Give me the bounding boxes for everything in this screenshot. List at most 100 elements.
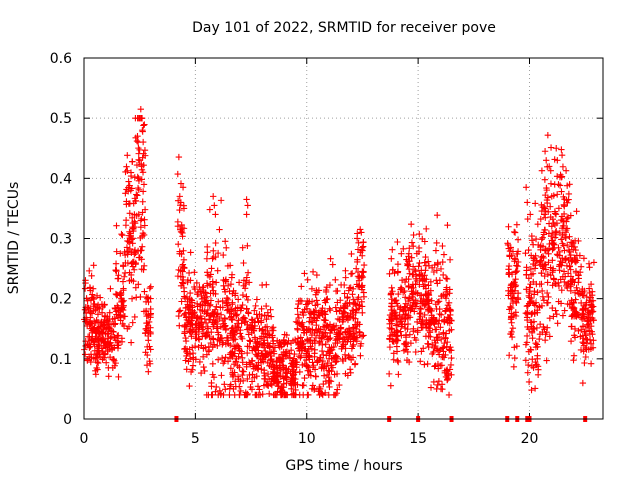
- data-point: [568, 313, 575, 320]
- data-point: [395, 358, 402, 366]
- data-point: [96, 329, 103, 336]
- data-point: [547, 180, 555, 187]
- data-point: [359, 268, 366, 275]
- data-point: [181, 295, 189, 302]
- data-point: [348, 250, 355, 258]
- data-point: [189, 362, 197, 369]
- data-point: [448, 326, 455, 333]
- data-point: [527, 346, 535, 354]
- data-point: [530, 300, 538, 307]
- data-point: [244, 202, 251, 209]
- data-point: [419, 316, 426, 324]
- data-point: [435, 320, 442, 327]
- data-point: [189, 366, 196, 373]
- data-point: [390, 307, 398, 315]
- data-point: [125, 238, 132, 245]
- data-point: [239, 359, 246, 366]
- data-point: [349, 342, 356, 350]
- data-point: [354, 321, 361, 328]
- data-point: [143, 361, 151, 369]
- data-point: [570, 304, 578, 311]
- data-point: [571, 237, 579, 244]
- data-point: [120, 287, 127, 294]
- data-point: [388, 289, 395, 297]
- data-point: [115, 332, 122, 339]
- data-point: [183, 366, 190, 373]
- data-point: [182, 357, 189, 364]
- data-point: [131, 251, 138, 258]
- data-point: [580, 292, 587, 299]
- data-point: [389, 315, 396, 322]
- data-point: [260, 337, 268, 344]
- data-point: [442, 307, 449, 314]
- data-point: [147, 330, 154, 338]
- data-point: [115, 307, 122, 314]
- data-point: [528, 237, 536, 244]
- data-point: [239, 244, 246, 251]
- data-point: [416, 281, 423, 288]
- data-point: [566, 301, 574, 308]
- data-point: [178, 250, 185, 258]
- data-point: [561, 195, 568, 203]
- data-point: [331, 371, 338, 378]
- data-point: [530, 278, 537, 286]
- data-point: [558, 174, 565, 181]
- data-point: [420, 345, 427, 352]
- data-point: [391, 269, 398, 277]
- data-point: [513, 250, 521, 258]
- data-point: [427, 333, 434, 341]
- data-point: [270, 327, 277, 334]
- data-point: [352, 301, 360, 308]
- data-point: [531, 385, 539, 392]
- data-point: [337, 324, 345, 331]
- data-point: [178, 221, 185, 229]
- data-point: [549, 267, 556, 274]
- data-point: [582, 332, 589, 339]
- data-point: [417, 358, 424, 365]
- data-point: [140, 122, 147, 129]
- data-point: [441, 339, 448, 347]
- data-point: [143, 312, 150, 320]
- data-point: [526, 294, 533, 301]
- data-point: [189, 350, 197, 357]
- data-point: [422, 301, 429, 308]
- data-point: [325, 336, 332, 343]
- data-point: [565, 190, 573, 198]
- data-point: [287, 346, 295, 354]
- data-point: [246, 371, 253, 379]
- data-point: [575, 279, 582, 286]
- data-point: [299, 309, 307, 317]
- data-point: [359, 243, 367, 250]
- data-point: [248, 378, 256, 385]
- data-point: [543, 289, 551, 297]
- data-point: [261, 354, 269, 361]
- data-point: [349, 291, 356, 298]
- data-point: [123, 186, 130, 193]
- data-point: [394, 238, 401, 246]
- data-point: [124, 167, 131, 174]
- data-point: [333, 390, 340, 397]
- data-point: [554, 157, 561, 164]
- data-point: [213, 279, 220, 286]
- data-point: [236, 391, 243, 399]
- data-point: [214, 356, 222, 363]
- data-point: [570, 357, 577, 364]
- data-point: [353, 306, 361, 313]
- data-point: [312, 302, 319, 309]
- data-point: [538, 287, 546, 295]
- data-point: [341, 329, 349, 336]
- data-point: [355, 294, 362, 301]
- data-point: [200, 363, 207, 371]
- data-point: [138, 256, 145, 263]
- data-point: [528, 386, 535, 394]
- data-point: [291, 350, 298, 358]
- data-point: [294, 311, 302, 318]
- data-point: [94, 358, 101, 366]
- data-point: [175, 240, 182, 248]
- data-point: [212, 211, 219, 218]
- data-point: [513, 221, 521, 228]
- data-point: [267, 313, 275, 320]
- data-point: [357, 352, 364, 359]
- data-point: [416, 230, 423, 238]
- data-point: [397, 315, 405, 323]
